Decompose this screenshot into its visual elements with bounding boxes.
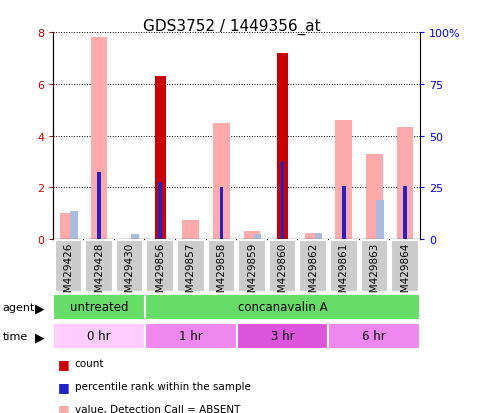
Text: 6 hr: 6 hr <box>362 330 386 342</box>
Bar <box>183 220 199 240</box>
Text: GSM429430: GSM429430 <box>125 242 135 305</box>
Bar <box>397 127 413 240</box>
Bar <box>60 214 77 240</box>
FancyBboxPatch shape <box>53 324 145 349</box>
Bar <box>220 188 223 240</box>
FancyBboxPatch shape <box>116 241 143 292</box>
Text: GSM429428: GSM429428 <box>94 242 104 305</box>
FancyBboxPatch shape <box>269 241 297 292</box>
Text: 3 hr: 3 hr <box>271 330 294 342</box>
Bar <box>376 201 384 240</box>
Text: GSM429863: GSM429863 <box>369 242 379 305</box>
Text: GSM429858: GSM429858 <box>216 242 227 305</box>
Bar <box>91 38 107 240</box>
Text: percentile rank within the sample: percentile rank within the sample <box>75 381 251 391</box>
Text: ▶: ▶ <box>35 330 45 343</box>
Text: untreated: untreated <box>70 301 128 313</box>
FancyBboxPatch shape <box>177 241 205 292</box>
Text: value, Detection Call = ABSENT: value, Detection Call = ABSENT <box>75 404 240 413</box>
Bar <box>281 162 284 240</box>
Text: time: time <box>2 332 28 342</box>
Bar <box>315 233 323 240</box>
Text: concanavalin A: concanavalin A <box>238 301 327 313</box>
Text: GSM429862: GSM429862 <box>308 242 318 305</box>
FancyBboxPatch shape <box>328 324 420 349</box>
Bar <box>243 232 260 240</box>
FancyBboxPatch shape <box>145 295 420 321</box>
Bar <box>131 235 139 240</box>
Text: ■: ■ <box>58 380 70 393</box>
FancyBboxPatch shape <box>360 241 388 292</box>
Text: agent: agent <box>2 303 35 313</box>
Bar <box>97 173 101 240</box>
FancyBboxPatch shape <box>85 241 113 292</box>
FancyBboxPatch shape <box>208 241 235 292</box>
Text: GSM429859: GSM429859 <box>247 242 257 305</box>
Text: GSM429857: GSM429857 <box>186 242 196 305</box>
Text: GSM429861: GSM429861 <box>339 242 349 305</box>
Text: ■: ■ <box>58 402 70 413</box>
Bar <box>213 123 230 240</box>
Text: count: count <box>75 358 104 368</box>
FancyBboxPatch shape <box>146 241 174 292</box>
Text: 1 hr: 1 hr <box>179 330 203 342</box>
FancyBboxPatch shape <box>330 241 357 292</box>
Bar <box>335 121 352 240</box>
FancyBboxPatch shape <box>238 241 266 292</box>
Text: 0 hr: 0 hr <box>87 330 111 342</box>
Text: GSM429860: GSM429860 <box>278 242 287 305</box>
Text: GSM429426: GSM429426 <box>63 242 73 305</box>
Bar <box>277 54 288 240</box>
Bar <box>305 233 322 240</box>
Bar <box>342 187 345 240</box>
FancyBboxPatch shape <box>53 295 145 321</box>
Text: GSM429864: GSM429864 <box>400 242 410 305</box>
FancyBboxPatch shape <box>237 324 328 349</box>
Bar <box>70 211 78 240</box>
Bar <box>366 154 383 240</box>
Text: GSM429856: GSM429856 <box>155 242 165 305</box>
FancyBboxPatch shape <box>391 241 419 292</box>
Bar <box>254 235 261 240</box>
Bar <box>403 187 407 240</box>
FancyBboxPatch shape <box>145 324 237 349</box>
Text: ▶: ▶ <box>35 301 45 314</box>
Text: GDS3752 / 1449356_at: GDS3752 / 1449356_at <box>143 19 321 35</box>
FancyBboxPatch shape <box>299 241 327 292</box>
FancyBboxPatch shape <box>55 241 82 292</box>
Text: ■: ■ <box>58 357 70 370</box>
Bar <box>155 77 166 240</box>
Bar <box>158 183 162 240</box>
